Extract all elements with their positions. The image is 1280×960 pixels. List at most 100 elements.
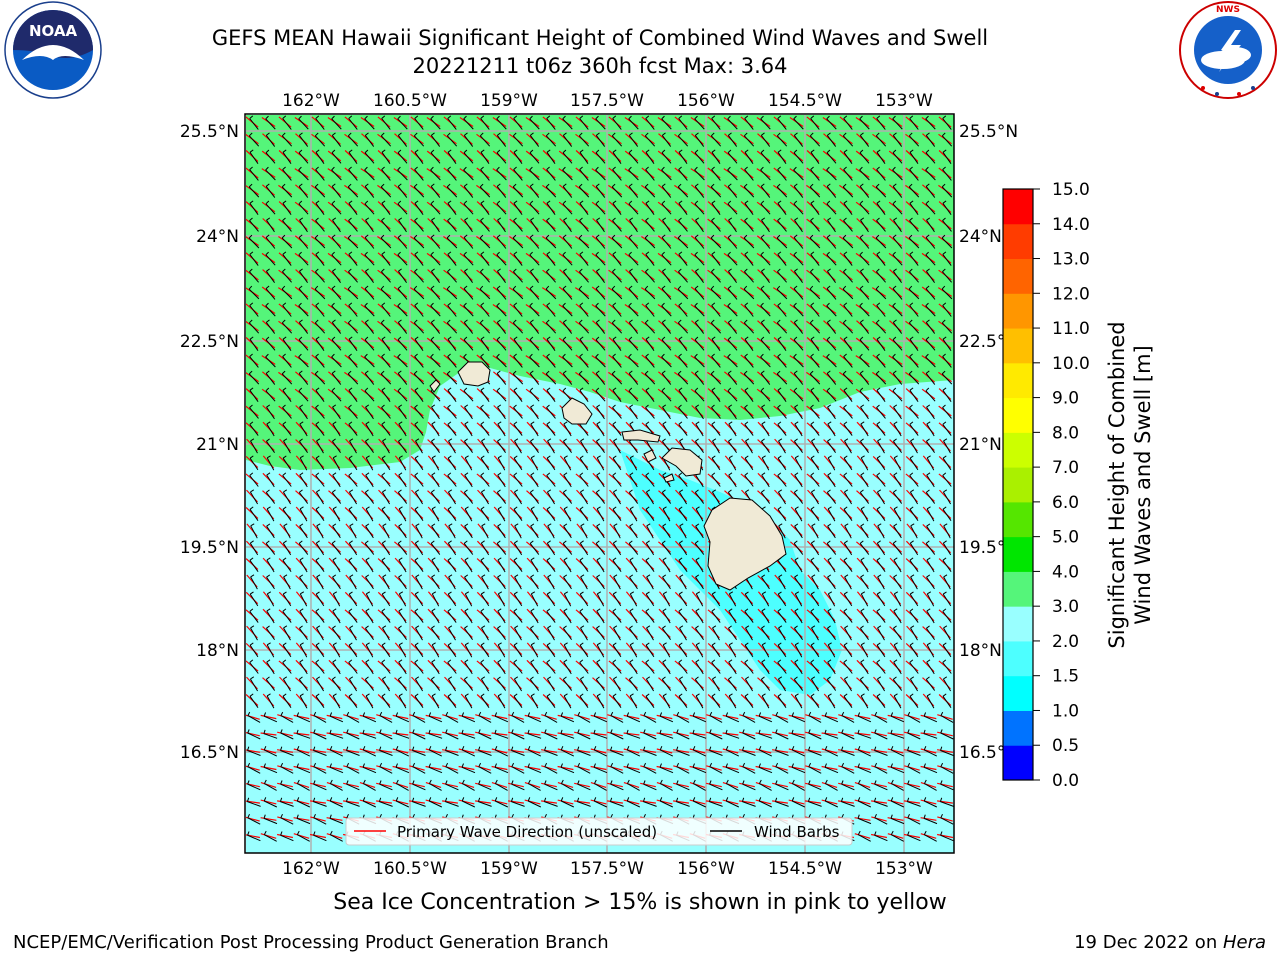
wave-arrow	[392, 748, 409, 754]
wind-barb	[843, 220, 853, 232]
wind-barb-flag	[332, 438, 336, 442]
wind-barb-flag	[579, 115, 584, 119]
wind-barb-flag	[777, 353, 781, 357]
wind-barb-flag	[809, 183, 814, 188]
wind-barb	[348, 644, 358, 658]
wind-barb	[727, 254, 738, 266]
wind-barb-flag	[776, 183, 781, 188]
wind-barb-flag	[595, 285, 600, 289]
wind-barb	[842, 288, 854, 300]
wind-barb-flag	[578, 370, 583, 375]
wind-barb-flag	[610, 762, 614, 767]
wave-arrow	[295, 575, 308, 587]
wind-barb-flag	[596, 659, 601, 663]
wind-barb	[662, 661, 671, 675]
wind-barb	[876, 475, 886, 487]
wind-barb-flag	[877, 489, 882, 493]
wind-barb-flag	[529, 489, 534, 493]
wind-barb	[480, 203, 490, 215]
wind-barb	[480, 696, 490, 708]
wind-barb-flag	[892, 540, 897, 544]
wind-barb	[610, 750, 624, 756]
wind-barb-flag	[463, 319, 468, 323]
wave-arrow	[856, 575, 869, 587]
wind-barb-flag	[365, 608, 370, 612]
wind-barb-flag	[678, 557, 683, 561]
wind-barb	[365, 525, 374, 539]
wind-barb-flag	[299, 693, 304, 697]
wind-barb	[578, 373, 590, 385]
wind-barb-flag	[365, 455, 370, 459]
wind-barb-flag	[463, 353, 467, 358]
wind-barb	[694, 186, 705, 198]
wind-barb	[331, 186, 342, 198]
wind-barb-flag	[742, 711, 746, 716]
wind-barb	[678, 509, 688, 521]
wind-barb-flag	[694, 319, 699, 323]
wind-barb	[760, 186, 771, 198]
wind-barb-flag	[694, 302, 698, 307]
wind-barb-flag	[893, 506, 898, 510]
wind-barb-flag	[397, 336, 402, 341]
wind-barb-flag	[908, 132, 913, 137]
wind-barb	[778, 627, 786, 641]
wind-barb	[414, 509, 424, 521]
wind-barb-flag	[364, 251, 368, 256]
wind-barb	[678, 390, 688, 402]
wind-barb-flag	[761, 608, 766, 612]
wind-barb-flag	[465, 591, 470, 595]
wind-barb	[461, 715, 476, 723]
wind-barb-flag	[364, 540, 369, 544]
wind-barb	[580, 627, 588, 641]
wind-barb	[893, 525, 902, 539]
wind-barb-flag	[678, 591, 683, 595]
wind-barb-flag	[926, 455, 931, 459]
wind-barb-flag	[560, 763, 563, 768]
wind-barb	[299, 661, 308, 675]
wind-barb	[942, 407, 952, 419]
wave-arrow	[854, 732, 871, 736]
wave-arrow	[887, 732, 904, 736]
wind-barb-flag	[629, 268, 633, 272]
wind-barb	[313, 732, 327, 740]
wind-barb-flag	[249, 506, 254, 510]
wind-barb	[645, 491, 655, 505]
wind-barb	[744, 271, 754, 283]
wind-barb	[447, 644, 457, 658]
wind-barb	[695, 576, 704, 590]
wave-arrow	[722, 732, 739, 736]
wind-barb	[876, 407, 886, 419]
wind-barb-flag	[909, 200, 914, 204]
wind-barb-flag	[612, 608, 617, 612]
wind-barb-flag	[841, 729, 844, 734]
wind-barb-flag	[827, 659, 832, 663]
wind-barb-flag	[413, 319, 418, 324]
wind-barb	[249, 118, 259, 130]
wind-barb	[414, 457, 424, 471]
wind-barb-flag	[695, 642, 700, 646]
wind-barb	[263, 766, 278, 774]
wind-barb	[513, 271, 523, 283]
wind-barb	[563, 559, 572, 573]
wind-barb-flag	[612, 472, 617, 476]
wind-barb	[758, 733, 773, 739]
wind-barb-flag	[546, 472, 551, 476]
wind-barb	[760, 118, 771, 130]
wind-barb-flag	[430, 676, 435, 680]
wind-barb	[742, 732, 756, 740]
wind-barb-flag	[562, 200, 567, 205]
wind-barb-flag	[332, 608, 337, 612]
wind-barb	[513, 169, 523, 181]
wind-barb-flag	[728, 438, 732, 442]
wind-barb-flag	[810, 336, 815, 340]
wind-barb-flag	[710, 234, 715, 239]
wind-barb-flag	[299, 421, 304, 425]
wind-barb	[727, 305, 738, 317]
wind-barb	[348, 220, 358, 232]
wind-barb	[428, 749, 443, 757]
wind-barb	[529, 356, 540, 368]
wind-barb	[645, 339, 655, 351]
wind-barb-flag	[430, 132, 435, 136]
wind-barb	[794, 219, 803, 233]
wind-barb-flag	[843, 387, 848, 391]
